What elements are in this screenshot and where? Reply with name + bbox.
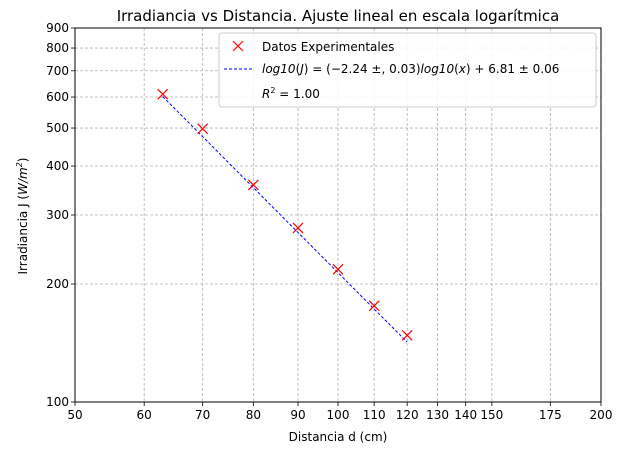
x-axis-label: Distancia d (cm) xyxy=(289,430,388,444)
x-tick-label: 90 xyxy=(290,408,305,422)
legend-r2-exponent: 2 xyxy=(270,86,275,95)
legend: Datos Experimentales log10(J) = (−2.24 ±… xyxy=(218,32,597,108)
x-tick-label: 50 xyxy=(67,408,82,422)
x-tick-label: 130 xyxy=(426,408,449,422)
x-tick-label: 80 xyxy=(246,408,261,422)
y-tick-label: 500 xyxy=(46,121,69,135)
x-tick-label: 110 xyxy=(363,408,386,422)
x-tick-label: 120 xyxy=(396,408,419,422)
x-tick-label: 150 xyxy=(480,408,503,422)
legend-fit-var-j: J xyxy=(298,62,304,76)
y-axis-label-exponent: 2 xyxy=(15,162,24,167)
y-tick-label: 200 xyxy=(46,277,69,291)
y-tick-label: 400 xyxy=(46,159,69,173)
legend-marker-icon xyxy=(232,40,244,52)
x-tick-label: 70 xyxy=(195,408,210,422)
y-tick-label: 600 xyxy=(46,90,69,104)
legend-label-fit: log10(J) = (−2.24 ±, 0.03)log10(x) + 6.8… xyxy=(262,62,559,76)
y-axis-label-unit: W/m xyxy=(16,167,30,195)
legend-fit-log1: log10 xyxy=(262,62,296,76)
x-tick-label: 60 xyxy=(137,408,152,422)
marker-stroke xyxy=(292,222,304,234)
legend-box xyxy=(218,32,597,108)
y-tick-label: 900 xyxy=(46,21,69,35)
legend-r2-symbol: R xyxy=(262,87,270,101)
marker-stroke xyxy=(157,88,169,100)
legend-fit-end: ) + 6.81 ± 0.06 xyxy=(466,62,560,76)
y-tick-label: 700 xyxy=(46,64,69,78)
data-point-marker xyxy=(197,123,209,135)
x-tick-label: 200 xyxy=(590,408,613,422)
y-tick-label: 300 xyxy=(46,208,69,222)
y-axis-label-post: ) xyxy=(16,158,30,163)
legend-fit-mid: ) = (−2.24 ±, 0.03) xyxy=(304,62,421,76)
legend-fit-var-x: x xyxy=(458,62,467,76)
legend-fit-log2: log10 xyxy=(421,62,455,76)
data-point-marker xyxy=(157,88,169,100)
fit-layer xyxy=(162,96,408,343)
x-ticks: 50 60 70 80 90 100 110 120 130 140 150 175 200 xyxy=(67,402,612,422)
data-point-marker xyxy=(247,179,259,191)
legend-label-data: Datos Experimentales xyxy=(262,40,394,54)
legend-fit-open2: ( xyxy=(454,62,459,76)
legend-fit-open1: ( xyxy=(296,62,301,76)
y-tick-label: 800 xyxy=(46,41,69,55)
marker-stroke xyxy=(332,263,344,275)
fit-line xyxy=(162,96,408,343)
x-tick-label: 100 xyxy=(327,408,350,422)
data-point-marker xyxy=(368,300,380,312)
marker-stroke xyxy=(368,300,380,312)
data-point-marker xyxy=(401,329,413,341)
legend-label-r2: R2 = 1.00 xyxy=(262,86,320,101)
y-tick-label: 100 xyxy=(46,395,69,409)
legend-r2-value: = 1.00 xyxy=(275,87,319,101)
marker-stroke xyxy=(247,179,259,191)
y-ticks: 100 200 300 400 500 600 700 800 900 xyxy=(46,21,75,409)
marker-layer xyxy=(157,88,413,341)
y-axis-label: Irradiancia J (W/m2) xyxy=(15,158,30,275)
data-point-marker xyxy=(292,222,304,234)
x-tick-label: 140 xyxy=(454,408,477,422)
x-tick-label: 175 xyxy=(539,408,562,422)
marker-stroke xyxy=(401,329,413,341)
chart-title: Irradiancia vs Distancia. Ajuste lineal … xyxy=(117,7,560,25)
y-axis-label-pre: Irradiancia J ( xyxy=(16,195,30,275)
marker-stroke xyxy=(197,123,209,135)
data-point-marker xyxy=(332,263,344,275)
